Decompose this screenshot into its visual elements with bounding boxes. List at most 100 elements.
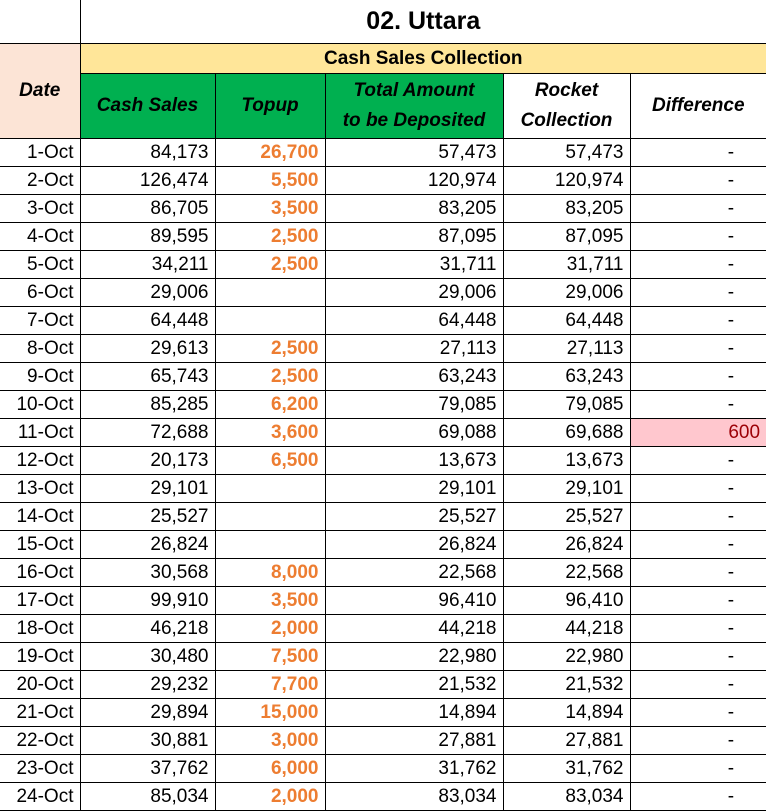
rocket-collection-cell[interactable]: 27,113 — [502, 334, 631, 363]
rocket-collection-cell[interactable]: 22,568 — [502, 558, 631, 587]
cash-sales-cell[interactable]: 126,474 — [79, 166, 216, 195]
topup-cell[interactable]: 2,500 — [214, 362, 326, 391]
date-cell[interactable]: 24-Oct — [0, 782, 81, 811]
difference-cell[interactable]: - — [629, 726, 766, 755]
date-cell[interactable]: 5-Oct — [0, 250, 81, 279]
topup-cell[interactable]: 7,500 — [214, 642, 326, 671]
date-cell[interactable]: 22-Oct — [0, 726, 81, 755]
topup-cell[interactable]: 2,000 — [214, 614, 326, 643]
difference-cell[interactable]: - — [629, 586, 766, 615]
cash-sales-cell[interactable]: 85,034 — [79, 782, 216, 811]
date-cell[interactable]: 18-Oct — [0, 614, 81, 643]
total-deposit-cell[interactable]: 57,473 — [324, 138, 504, 167]
difference-cell[interactable]: - — [629, 614, 766, 643]
difference-cell[interactable]: - — [629, 390, 766, 419]
rocket-collection-cell[interactable]: 29,101 — [502, 474, 631, 503]
rocket-collection-cell[interactable]: 120,974 — [502, 166, 631, 195]
total-deposit-cell[interactable]: 79,085 — [324, 390, 504, 419]
total-deposit-cell[interactable]: 87,095 — [324, 222, 504, 251]
cash-sales-cell[interactable]: 26,824 — [79, 530, 216, 559]
rocket-collection-cell[interactable]: 22,980 — [502, 642, 631, 671]
topup-header[interactable]: Topup — [214, 73, 326, 139]
rocket-collection-cell[interactable]: 29,006 — [502, 278, 631, 307]
date-cell[interactable]: 11-Oct — [0, 418, 81, 447]
rocket-collection-cell[interactable]: 26,824 — [502, 530, 631, 559]
total-deposit-cell[interactable]: 83,205 — [324, 194, 504, 223]
cash-sales-cell[interactable]: 65,743 — [79, 362, 216, 391]
date-cell[interactable]: 7-Oct — [0, 306, 81, 335]
difference-header[interactable]: Difference — [629, 73, 766, 139]
cash-sales-cell[interactable]: 25,527 — [79, 502, 216, 531]
total-deposit-header[interactable]: Total Amount to be Deposited — [324, 73, 504, 139]
date-cell[interactable]: 1-Oct — [0, 138, 81, 167]
total-deposit-cell[interactable]: 83,034 — [324, 782, 504, 811]
date-cell[interactable]: 19-Oct — [0, 642, 81, 671]
total-deposit-cell[interactable]: 120,974 — [324, 166, 504, 195]
rocket-collection-cell[interactable]: 25,527 — [502, 502, 631, 531]
date-cell[interactable]: 6-Oct — [0, 278, 81, 307]
topup-cell[interactable]: 7,700 — [214, 670, 326, 699]
date-cell[interactable]: 12-Oct — [0, 446, 81, 475]
difference-cell[interactable]: - — [629, 530, 766, 559]
date-cell[interactable]: 14-Oct — [0, 502, 81, 531]
cash-sales-cell[interactable]: 64,448 — [79, 306, 216, 335]
total-deposit-cell[interactable]: 64,448 — [324, 306, 504, 335]
topup-cell[interactable] — [214, 502, 326, 531]
difference-cell[interactable]: - — [629, 166, 766, 195]
cash-sales-header[interactable]: Cash Sales — [79, 73, 216, 139]
topup-cell[interactable]: 15,000 — [214, 698, 326, 727]
date-cell[interactable]: 3-Oct — [0, 194, 81, 223]
date-cell[interactable]: 23-Oct — [0, 754, 81, 783]
rocket-collection-cell[interactable]: 21,532 — [502, 670, 631, 699]
date-cell[interactable]: 20-Oct — [0, 670, 81, 699]
topup-cell[interactable]: 2,500 — [214, 334, 326, 363]
topup-cell[interactable] — [214, 306, 326, 335]
sheet-title[interactable]: 02. Uttara — [79, 0, 766, 44]
difference-cell[interactable]: - — [629, 754, 766, 783]
date-cell[interactable]: 9-Oct — [0, 362, 81, 391]
difference-cell[interactable]: - — [629, 362, 766, 391]
rocket-collection-cell[interactable]: 83,034 — [502, 782, 631, 811]
total-deposit-cell[interactable]: 13,673 — [324, 446, 504, 475]
topup-cell[interactable]: 6,200 — [214, 390, 326, 419]
difference-cell[interactable]: - — [629, 698, 766, 727]
total-deposit-cell[interactable]: 25,527 — [324, 502, 504, 531]
date-cell[interactable]: 15-Oct — [0, 530, 81, 559]
rocket-collection-cell[interactable]: 44,218 — [502, 614, 631, 643]
topup-cell[interactable]: 8,000 — [214, 558, 326, 587]
difference-cell[interactable]: - — [629, 670, 766, 699]
difference-cell[interactable]: - — [629, 474, 766, 503]
difference-cell[interactable]: - — [629, 222, 766, 251]
topup-cell[interactable]: 6,000 — [214, 754, 326, 783]
difference-cell[interactable]: - — [629, 782, 766, 811]
date-cell[interactable]: 16-Oct — [0, 558, 81, 587]
difference-cell[interactable]: - — [629, 138, 766, 167]
topup-cell[interactable]: 3,600 — [214, 418, 326, 447]
topup-cell[interactable]: 2,500 — [214, 250, 326, 279]
rocket-collection-cell[interactable]: 31,762 — [502, 754, 631, 783]
rocket-collection-cell[interactable]: 79,085 — [502, 390, 631, 419]
difference-cell[interactable]: - — [629, 334, 766, 363]
date-cell[interactable]: 10-Oct — [0, 390, 81, 419]
topup-cell[interactable]: 2,500 — [214, 222, 326, 251]
cash-sales-cell[interactable]: 89,595 — [79, 222, 216, 251]
rocket-collection-cell[interactable]: 64,448 — [502, 306, 631, 335]
total-deposit-cell[interactable]: 69,088 — [324, 418, 504, 447]
difference-cell[interactable]: - — [629, 250, 766, 279]
difference-cell[interactable]: - — [629, 502, 766, 531]
rocket-collection-cell[interactable]: 57,473 — [502, 138, 631, 167]
topup-cell[interactable] — [214, 278, 326, 307]
difference-cell[interactable]: - — [629, 194, 766, 223]
topup-cell[interactable]: 26,700 — [214, 138, 326, 167]
difference-cell[interactable]: 600 — [629, 418, 766, 447]
difference-cell[interactable]: - — [629, 642, 766, 671]
topup-cell[interactable] — [214, 474, 326, 503]
total-deposit-cell[interactable]: 14,894 — [324, 698, 504, 727]
rocket-collection-cell[interactable]: 27,881 — [502, 726, 631, 755]
topup-cell[interactable]: 3,000 — [214, 726, 326, 755]
topup-cell[interactable]: 3,500 — [214, 586, 326, 615]
total-deposit-cell[interactable]: 26,824 — [324, 530, 504, 559]
difference-cell[interactable]: - — [629, 558, 766, 587]
total-deposit-cell[interactable]: 22,568 — [324, 558, 504, 587]
rocket-collection-cell[interactable]: 83,205 — [502, 194, 631, 223]
